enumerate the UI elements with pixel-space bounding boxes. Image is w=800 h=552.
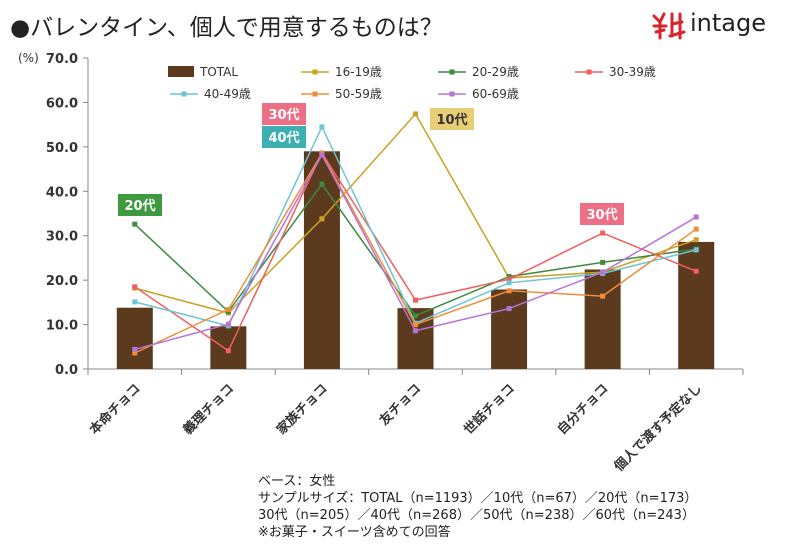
series-point [506,280,512,286]
chart-notes: ベース：女性 サンプルサイズ：TOTAL（n=1193）／10代（n=67）／2… [258,473,697,541]
sample-size-note-1: サンプルサイズ：TOTAL（n=1193）／10代（n=67）／20代（n=17… [258,491,698,506]
series-point [413,328,418,334]
legend-label: 40-49歳 [204,87,251,101]
page-title: ●バレンタイン、個人で用意するものは？ [10,15,443,41]
callout-label: 30代 [586,207,617,223]
callout-box [262,126,306,148]
y-tick-label: 10.0 [46,319,78,334]
bar-total [678,241,715,369]
series-point [225,321,231,327]
y-tick-label: 50.0 [46,141,78,156]
x-category-label: 個人で渡す予定なし [610,381,705,476]
series-point [506,276,512,282]
series-point [225,306,231,312]
series-point [506,306,512,312]
legend-swatch-total [168,66,194,77]
callout-label: 30代 [268,107,299,123]
footnote: ※お菓子・スイーツ含めての回答 [258,525,451,540]
x-category-label: 世話チョコ [461,381,518,438]
y-tick-label: 0.0 [55,363,78,378]
intage-logo: intage [650,9,795,40]
series-point [132,350,138,356]
legend-label: 30-39歳 [609,65,656,79]
intage-logo-mark-icon [652,12,686,40]
series-point [319,216,325,222]
legend-marker [312,69,318,75]
series-point [413,322,418,328]
legend-label: 16-19歳 [335,65,382,79]
y-tick-label: 20.0 [46,274,78,289]
legend-marker [586,69,592,75]
bar-total [491,289,528,369]
series-point [319,181,325,187]
series-point [413,313,418,319]
series-point [693,247,699,253]
callout-label: 40代 [268,130,299,146]
line-series [132,111,699,356]
series-point [600,259,606,265]
callout-box [580,203,624,225]
series-point [132,221,138,227]
series-point [693,226,699,232]
y-tick-label: 30.0 [46,230,78,245]
series-point [693,268,699,274]
series-point [506,274,512,280]
bar-total [303,151,340,369]
legend-label: 50-59歳 [335,87,382,101]
bar-total [584,269,621,369]
x-category-label: 本命チョコ [86,381,143,438]
legend-marker [449,91,455,97]
base-note: ベース：女性 [258,474,336,489]
x-category-label: 友チョコ [376,381,424,429]
series-point [319,124,325,130]
y-tick-label: 60.0 [46,96,78,111]
callout-box [118,194,162,216]
x-category-label: 義理チョコ [180,381,237,438]
legend-marker [312,91,318,97]
callout-label: 10代 [436,112,467,128]
x-category-label: 自分チョコ [554,381,611,438]
bar-series [116,151,715,369]
legend-label-total: TOTAL [199,65,238,79]
y-unit-label: (%) [18,51,39,65]
chart-legend: TOTAL 16-19歳 20-29歳 30-39歳 40-49歳 50-59歳 60-69… [168,65,656,101]
y-tick-label: 40.0 [46,185,78,200]
series-point [319,152,325,158]
callout-box [262,103,306,125]
y-tick-label: 70.0 [46,52,78,67]
legend-label: 60-69歳 [472,87,519,101]
series-point [506,288,512,294]
bar-total [210,326,247,369]
series-point [693,237,699,243]
chart-callouts: 20代 30代 40代 10代 30代 [118,103,624,225]
series-point [132,346,138,352]
series-point [132,299,138,305]
series-point [600,293,606,299]
callout-box [430,108,474,130]
series-point [225,348,231,354]
series-point [600,269,606,275]
intage-logo-text: intage [690,9,766,37]
callout-label: 20代 [124,198,155,214]
series-point [413,111,418,117]
x-category-label: 家族チョコ [273,381,330,438]
series-point [413,297,418,303]
series-point [132,284,138,290]
legend-marker [181,91,187,97]
series-point [600,230,606,236]
x-axis-labels: 本命チョコ 義理チョコ 家族チョコ 友チョコ 世話チョコ 自分チョコ 個人で渡す予定なし [86,381,705,476]
sample-size-note-2: 30代（n=205）／40代（n=268）／50代（n=238）／60代（n=2… [258,508,695,523]
bar-total [116,307,153,369]
legend-marker [449,69,455,75]
series-point [693,214,699,220]
legend-label: 20-29歳 [472,65,519,79]
